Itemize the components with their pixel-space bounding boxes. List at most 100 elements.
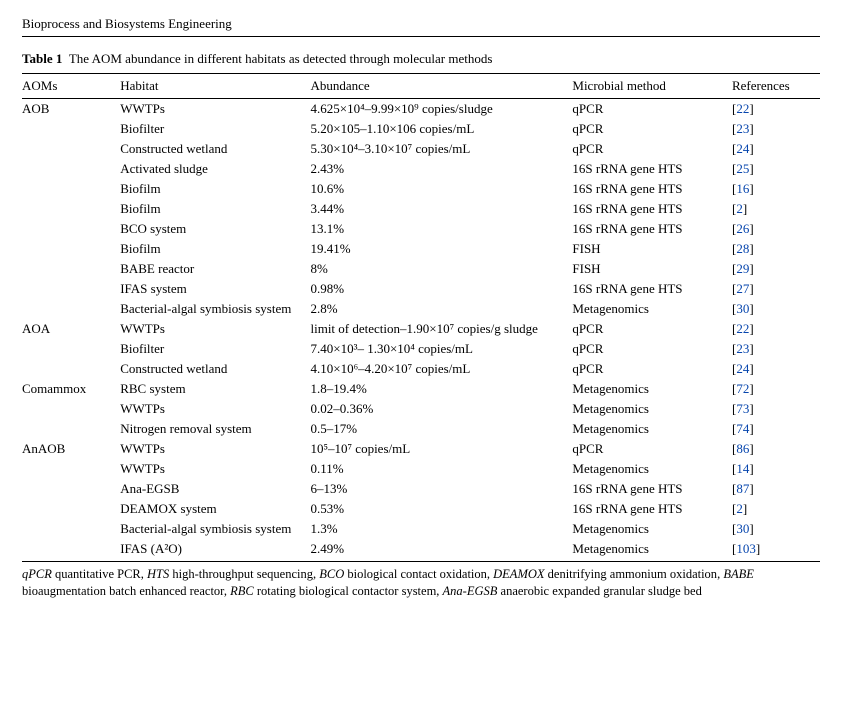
reference-link[interactable]: 87 — [736, 481, 749, 496]
reference-link[interactable]: 30 — [736, 301, 749, 316]
cell-habitat: RBC system — [120, 379, 310, 399]
col-header-abundance: Abundance — [310, 74, 572, 99]
reference-link[interactable]: 2 — [736, 201, 743, 216]
table-row: BABE reactor8%FISH[29] — [22, 259, 820, 279]
table-label: Table 1 — [22, 51, 62, 66]
cell-method: 16S rRNA gene HTS — [572, 179, 732, 199]
reference-link[interactable]: 73 — [736, 401, 749, 416]
cell-method: qPCR — [572, 439, 732, 459]
cell-aom-group — [22, 219, 120, 239]
table-row: AnAOBWWTPs10⁵–10⁷ copies/mLqPCR[86] — [22, 439, 820, 459]
table-body: AOBWWTPs4.625×10⁴–9.99×10⁹ copies/sludge… — [22, 99, 820, 560]
reference-link[interactable]: 86 — [736, 441, 749, 456]
reference-link[interactable]: 103 — [736, 541, 756, 556]
table-row: AOBWWTPs4.625×10⁴–9.99×10⁹ copies/sludge… — [22, 99, 820, 120]
cell-habitat: Activated sludge — [120, 159, 310, 179]
reference-link[interactable]: 26 — [736, 221, 749, 236]
table-row: WWTPs0.11%Metagenomics[14] — [22, 459, 820, 479]
cell-method: FISH — [572, 239, 732, 259]
cell-method: Metagenomics — [572, 399, 732, 419]
cell-abundance: 1.8–19.4% — [310, 379, 572, 399]
footnote-abbr: HTS — [147, 567, 169, 581]
table-row: Bacterial-algal symbiosis system2.8%Meta… — [22, 299, 820, 319]
reference-link[interactable]: 28 — [736, 241, 749, 256]
cell-aom-group — [22, 119, 120, 139]
footnote-abbr: RBC — [230, 584, 254, 598]
footnote-abbr: Ana-EGSB — [443, 584, 498, 598]
cell-abundance: 0.98% — [310, 279, 572, 299]
cell-aom-group — [22, 179, 120, 199]
cell-reference: [30] — [732, 299, 820, 319]
table-row: DEAMOX system0.53%16S rRNA gene HTS[2] — [22, 499, 820, 519]
cell-reference: [87] — [732, 479, 820, 499]
cell-aom-group — [22, 299, 120, 319]
reference-link[interactable]: 29 — [736, 261, 749, 276]
cell-abundance: 2.43% — [310, 159, 572, 179]
reference-link[interactable]: 30 — [736, 521, 749, 536]
table-row: Constructed wetland4.10×10⁶–4.20×10⁷ cop… — [22, 359, 820, 379]
cell-method: qPCR — [572, 139, 732, 159]
cell-habitat: DEAMOX system — [120, 499, 310, 519]
cell-aom-group — [22, 239, 120, 259]
reference-link[interactable]: 2 — [736, 501, 743, 516]
cell-abundance: 7.40×10³– 1.30×10⁴ copies/mL — [310, 339, 572, 359]
cell-abundance: 0.53% — [310, 499, 572, 519]
footnote-abbr: qPCR — [22, 567, 52, 581]
cell-reference: [22] — [732, 319, 820, 339]
table-row: WWTPs0.02–0.36%Metagenomics[73] — [22, 399, 820, 419]
cell-method: 16S rRNA gene HTS — [572, 219, 732, 239]
reference-link[interactable]: 24 — [736, 361, 749, 376]
cell-abundance: limit of detection–1.90×10⁷ copies/g slu… — [310, 319, 572, 339]
cell-reference: [73] — [732, 399, 820, 419]
cell-habitat: Biofilter — [120, 339, 310, 359]
cell-method: FISH — [572, 259, 732, 279]
cell-abundance: 0.5–17% — [310, 419, 572, 439]
cell-habitat: Biofilm — [120, 179, 310, 199]
cell-abundance: 4.625×10⁴–9.99×10⁹ copies/sludge — [310, 99, 572, 120]
cell-method: qPCR — [572, 99, 732, 120]
reference-link[interactable]: 23 — [736, 341, 749, 356]
col-header-method: Microbial method — [572, 74, 732, 99]
cell-method: 16S rRNA gene HTS — [572, 279, 732, 299]
cell-habitat: Ana-EGSB — [120, 479, 310, 499]
cell-abundance: 3.44% — [310, 199, 572, 219]
cell-method: 16S rRNA gene HTS — [572, 479, 732, 499]
table-row: Ana-EGSB6–13%16S rRNA gene HTS[87] — [22, 479, 820, 499]
cell-reference: [23] — [732, 119, 820, 139]
cell-habitat: IFAS system — [120, 279, 310, 299]
reference-link[interactable]: 23 — [736, 121, 749, 136]
reference-link[interactable]: 22 — [736, 321, 749, 336]
cell-reference: [28] — [732, 239, 820, 259]
cell-reference: [24] — [732, 359, 820, 379]
cell-aom-group — [22, 479, 120, 499]
cell-reference: [30] — [732, 519, 820, 539]
cell-abundance: 0.11% — [310, 459, 572, 479]
cell-method: Metagenomics — [572, 419, 732, 439]
table-row: ComammoxRBC system1.8–19.4%Metagenomics[… — [22, 379, 820, 399]
cell-habitat: WWTPs — [120, 399, 310, 419]
reference-link[interactable]: 14 — [736, 461, 749, 476]
cell-method: 16S rRNA gene HTS — [572, 159, 732, 179]
table-row: Biofilm3.44%16S rRNA gene HTS[2] — [22, 199, 820, 219]
reference-link[interactable]: 22 — [736, 101, 749, 116]
reference-link[interactable]: 74 — [736, 421, 749, 436]
cell-aom-group — [22, 539, 120, 559]
cell-aom-group — [22, 359, 120, 379]
cell-aom-group — [22, 279, 120, 299]
cell-reference: [23] — [732, 339, 820, 359]
cell-abundance: 1.3% — [310, 519, 572, 539]
header-rule — [22, 36, 820, 37]
cell-abundance: 10.6% — [310, 179, 572, 199]
cell-abundance: 5.30×10⁴–3.10×10⁷ copies/mL — [310, 139, 572, 159]
reference-link[interactable]: 27 — [736, 281, 749, 296]
reference-link[interactable]: 16 — [736, 181, 749, 196]
footnote-abbr: BABE — [723, 567, 754, 581]
cell-aom-group — [22, 499, 120, 519]
reference-link[interactable]: 72 — [736, 381, 749, 396]
cell-aom-group — [22, 159, 120, 179]
reference-link[interactable]: 24 — [736, 141, 749, 156]
cell-method: 16S rRNA gene HTS — [572, 199, 732, 219]
table-caption-body: The AOM abundance in different habitats … — [69, 51, 493, 66]
reference-link[interactable]: 25 — [736, 161, 749, 176]
col-header-aoms: AOMs — [22, 74, 120, 99]
